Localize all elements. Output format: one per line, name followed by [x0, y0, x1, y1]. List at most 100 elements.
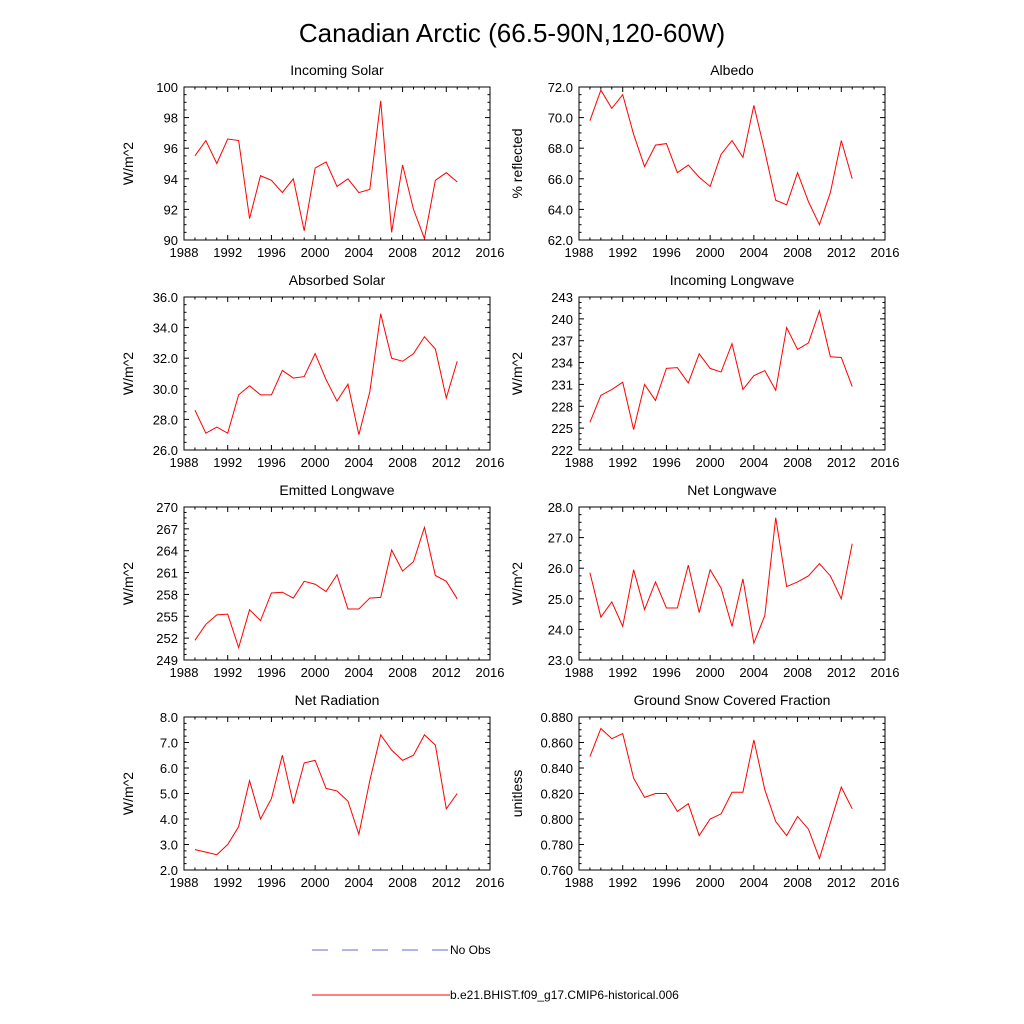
- y-tick-label-albedo: 68.0: [548, 141, 573, 156]
- x-tick-label-net-longwave: 1996: [652, 665, 681, 680]
- x-tick-label-net-radiation: 2004: [344, 875, 373, 890]
- x-tick-label-incoming-longwave: 1996: [652, 455, 681, 470]
- y-tick-label-ground-snow-covered-fraction: 0.800: [540, 812, 573, 827]
- panel-net-longwave: Net Longwave W/m^2 1988 1992 1996 2000 2004 200…: [509, 482, 899, 680]
- x-tick-label-absorbed-solar: 2004: [344, 455, 373, 470]
- y-axis-label-net-longwave: W/m^2: [509, 562, 525, 605]
- x-tick-label-net-radiation: 2000: [301, 875, 330, 890]
- y-tick-label-ground-snow-covered-fraction: 0.760: [540, 863, 573, 878]
- x-tick-label-incoming-solar: 1992: [213, 245, 242, 260]
- y-axis-label-incoming-solar: W/m^2: [120, 142, 136, 185]
- y-tick-label-emitted-longwave: 264: [156, 544, 178, 559]
- x-tick-label-incoming-solar: 1988: [170, 245, 199, 260]
- y-tick-label-albedo: 64.0: [548, 202, 573, 217]
- x-tick-label-incoming-solar: 2008: [388, 245, 417, 260]
- y-tick-label-absorbed-solar: 32.0: [153, 351, 178, 366]
- x-tick-label-net-radiation: 1992: [213, 875, 242, 890]
- y-tick-label-incoming-longwave: 231: [551, 377, 573, 392]
- series-line-incoming-solar: [194, 100, 458, 241]
- x-tick-label-incoming-longwave: 2012: [827, 455, 856, 470]
- x-tick-label-absorbed-solar: 2012: [432, 455, 461, 470]
- panel-incoming-solar: Incoming Solar W/m^2 1988 1992 1996 2000 2004 2…: [120, 62, 504, 260]
- x-tick-label-net-longwave: 2004: [739, 665, 768, 680]
- y-tick-label-incoming-solar: 96: [164, 141, 178, 156]
- x-tick-label-absorbed-solar: 1988: [170, 455, 199, 470]
- y-tick-label-absorbed-solar: 30.0: [153, 382, 178, 397]
- series-line-net-longwave: [589, 517, 853, 646]
- y-tick-label-albedo: 62.0: [548, 233, 573, 248]
- panel-title-net-radiation: Net Radiation: [295, 692, 380, 708]
- panel-albedo: Albedo % reflected 1988 1992 1996 2000 2004 200…: [509, 62, 899, 260]
- y-tick-label-albedo: 66.0: [548, 172, 573, 187]
- x-tick-label-emitted-longwave: 2000: [301, 665, 330, 680]
- y-tick-label-incoming-longwave: 234: [551, 356, 573, 371]
- x-tick-label-ground-snow-covered-fraction: 1988: [565, 875, 594, 890]
- x-tick-label-absorbed-solar: 1996: [257, 455, 286, 470]
- x-tick-label-net-longwave: 2016: [871, 665, 900, 680]
- y-tick-label-net-radiation: 3.0: [160, 838, 178, 853]
- y-tick-label-ground-snow-covered-fraction: 0.880: [540, 710, 573, 725]
- x-tick-label-net-longwave: 1988: [565, 665, 594, 680]
- x-tick-label-incoming-solar: 2004: [344, 245, 373, 260]
- x-tick-label-incoming-solar: 2012: [432, 245, 461, 260]
- y-tick-label-incoming-longwave: 225: [551, 421, 573, 436]
- x-tick-label-incoming-longwave: 1992: [608, 455, 637, 470]
- x-tick-label-emitted-longwave: 2012: [432, 665, 461, 680]
- y-tick-label-incoming-longwave: 222: [551, 443, 573, 458]
- series-line-ground-snow-covered-fraction: [589, 727, 853, 861]
- x-tick-label-incoming-longwave: 1988: [565, 455, 594, 470]
- x-tick-label-incoming-solar: 2000: [301, 245, 330, 260]
- x-tick-label-net-longwave: 1992: [608, 665, 637, 680]
- x-tick-label-albedo: 1992: [608, 245, 637, 260]
- x-tick-label-incoming-longwave: 2004: [739, 455, 768, 470]
- x-tick-label-albedo: 2016: [871, 245, 900, 260]
- y-tick-label-ground-snow-covered-fraction: 0.780: [540, 838, 573, 853]
- y-tick-label-albedo: 70.0: [548, 111, 573, 126]
- y-tick-label-net-longwave: 25.0: [548, 592, 573, 607]
- panel-title-net-longwave: Net Longwave: [687, 482, 777, 498]
- x-tick-label-ground-snow-covered-fraction: 2008: [783, 875, 812, 890]
- y-tick-label-absorbed-solar: 34.0: [153, 321, 178, 336]
- x-tick-label-emitted-longwave: 1992: [213, 665, 242, 680]
- y-tick-label-emitted-longwave: 261: [156, 566, 178, 581]
- x-tick-label-net-radiation: 2016: [476, 875, 505, 890]
- y-tick-label-emitted-longwave: 252: [156, 631, 178, 646]
- y-tick-label-incoming-solar: 90: [164, 233, 178, 248]
- plot-frame-incoming-solar: [183, 86, 491, 241]
- y-tick-label-net-radiation: 6.0: [160, 761, 178, 776]
- x-tick-label-emitted-longwave: 1988: [170, 665, 199, 680]
- y-tick-label-net-longwave: 23.0: [548, 653, 573, 668]
- y-tick-label-incoming-solar: 98: [164, 111, 178, 126]
- panel-ground-snow-covered-fraction: Ground Snow Covered Fraction unitless 1988…: [509, 692, 899, 890]
- x-tick-label-net-radiation: 2012: [432, 875, 461, 890]
- y-tick-label-net-radiation: 4.0: [160, 812, 178, 827]
- y-tick-label-incoming-solar: 100: [156, 80, 178, 95]
- y-tick-label-ground-snow-covered-fraction: 0.840: [540, 761, 573, 776]
- y-tick-label-incoming-solar: 94: [164, 172, 178, 187]
- panel-title-albedo: Albedo: [710, 62, 754, 78]
- x-tick-label-net-longwave: 2000: [696, 665, 725, 680]
- y-tick-label-net-radiation: 5.0: [160, 787, 178, 802]
- y-tick-label-albedo: 72.0: [548, 80, 573, 95]
- y-tick-label-net-radiation: 2.0: [160, 863, 178, 878]
- plot-frame-emitted-longwave: [183, 506, 491, 661]
- x-tick-label-net-radiation: 2008: [388, 875, 417, 890]
- y-tick-label-incoming-longwave: 243: [551, 290, 573, 305]
- panel-net-radiation: Net Radiation W/m^2 1988 1992 1996 2000 2004 20…: [120, 692, 504, 890]
- plot-frame-albedo: [578, 86, 886, 241]
- x-tick-label-albedo: 2008: [783, 245, 812, 260]
- series-line-absorbed-solar: [194, 313, 458, 435]
- y-tick-label-net-longwave: 24.0: [548, 622, 573, 637]
- panel-incoming-longwave: Incoming Longwave W/m^2 1988 1992 1996 2000 20…: [509, 272, 899, 470]
- x-tick-label-absorbed-solar: 2008: [388, 455, 417, 470]
- y-tick-label-ground-snow-covered-fraction: 0.860: [540, 736, 573, 751]
- series-line-net-radiation: [194, 733, 458, 856]
- x-tick-label-albedo: 2004: [739, 245, 768, 260]
- x-tick-label-net-longwave: 2008: [783, 665, 812, 680]
- x-tick-label-net-radiation: 1996: [257, 875, 286, 890]
- x-tick-label-absorbed-solar: 1992: [213, 455, 242, 470]
- plot-frame-net-longwave: [578, 506, 886, 661]
- x-tick-label-ground-snow-covered-fraction: 2016: [871, 875, 900, 890]
- legend-label-no-obs: No Obs: [450, 943, 491, 957]
- y-tick-label-net-longwave: 27.0: [548, 531, 573, 546]
